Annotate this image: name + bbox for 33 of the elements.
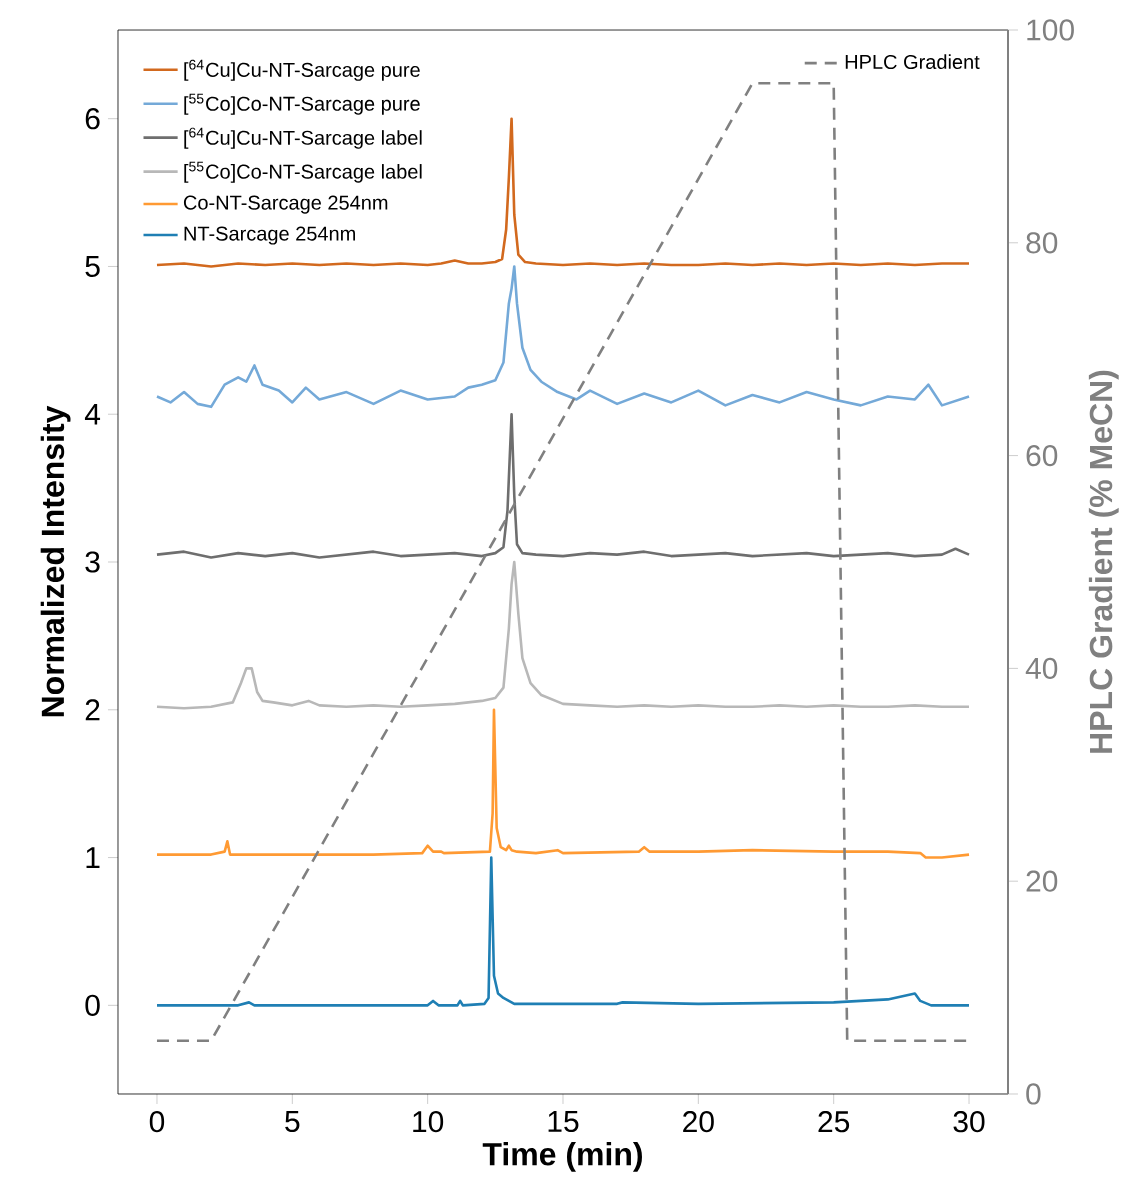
y2-tick-label: 40	[1025, 657, 1058, 679]
legend-label: [$^{55}$Co]Co-NT-Sarcage pure	[184, 93, 420, 115]
legend-label: [$^{55}$Co]Co-NT-Sarcage label	[184, 161, 422, 183]
y-tick-label: 1	[86, 847, 100, 868]
x-tick-label: 25	[818, 1111, 849, 1133]
x-tick-label: 10	[413, 1111, 443, 1133]
y-tick-label: 6	[85, 108, 100, 130]
y-tick-label: 3	[85, 551, 100, 573]
x-tick-label: 30	[953, 1111, 985, 1133]
y2-tick-label: 0	[1026, 1083, 1041, 1105]
y-tick-label: 4	[84, 403, 100, 425]
y-tick-label: 0	[85, 994, 100, 1016]
y2-tick-label: 100	[1027, 19, 1074, 41]
line-series	[155, 117, 971, 268]
x-tick-label: 0	[149, 1111, 164, 1133]
line-series	[155, 265, 971, 409]
x-tick-label: 15	[548, 1111, 579, 1132]
y2-axis-title: HPLC Gradient (% MeCN)	[1088, 370, 1119, 753]
y-axis-title: Normalized Intensity	[40, 405, 71, 717]
legend-label: Co-NT-Sarcage 254nm	[183, 195, 388, 214]
legend-label: [$^{64}$Cu]Cu-NT-Sarcage label	[184, 127, 422, 149]
line-series	[155, 560, 971, 710]
y2-tick-label: 80	[1026, 232, 1058, 254]
y2-tick-label: 60	[1026, 444, 1058, 467]
legend-label: [$^{64}$Cu]Cu-NT-Sarcage pure	[184, 59, 420, 81]
x-tick-label: 5	[285, 1111, 300, 1132]
legend-label: HPLC Gradient	[845, 54, 980, 70]
y2-tick-label: 20	[1026, 870, 1058, 892]
y-tick-label: 5	[85, 255, 100, 277]
x-axis-title: Time (min)	[482, 1142, 642, 1172]
legend-label: NT-Sarcage 254nm	[184, 226, 355, 245]
y-tick-label: 2	[85, 699, 100, 721]
x-tick-label: 20	[683, 1111, 714, 1133]
